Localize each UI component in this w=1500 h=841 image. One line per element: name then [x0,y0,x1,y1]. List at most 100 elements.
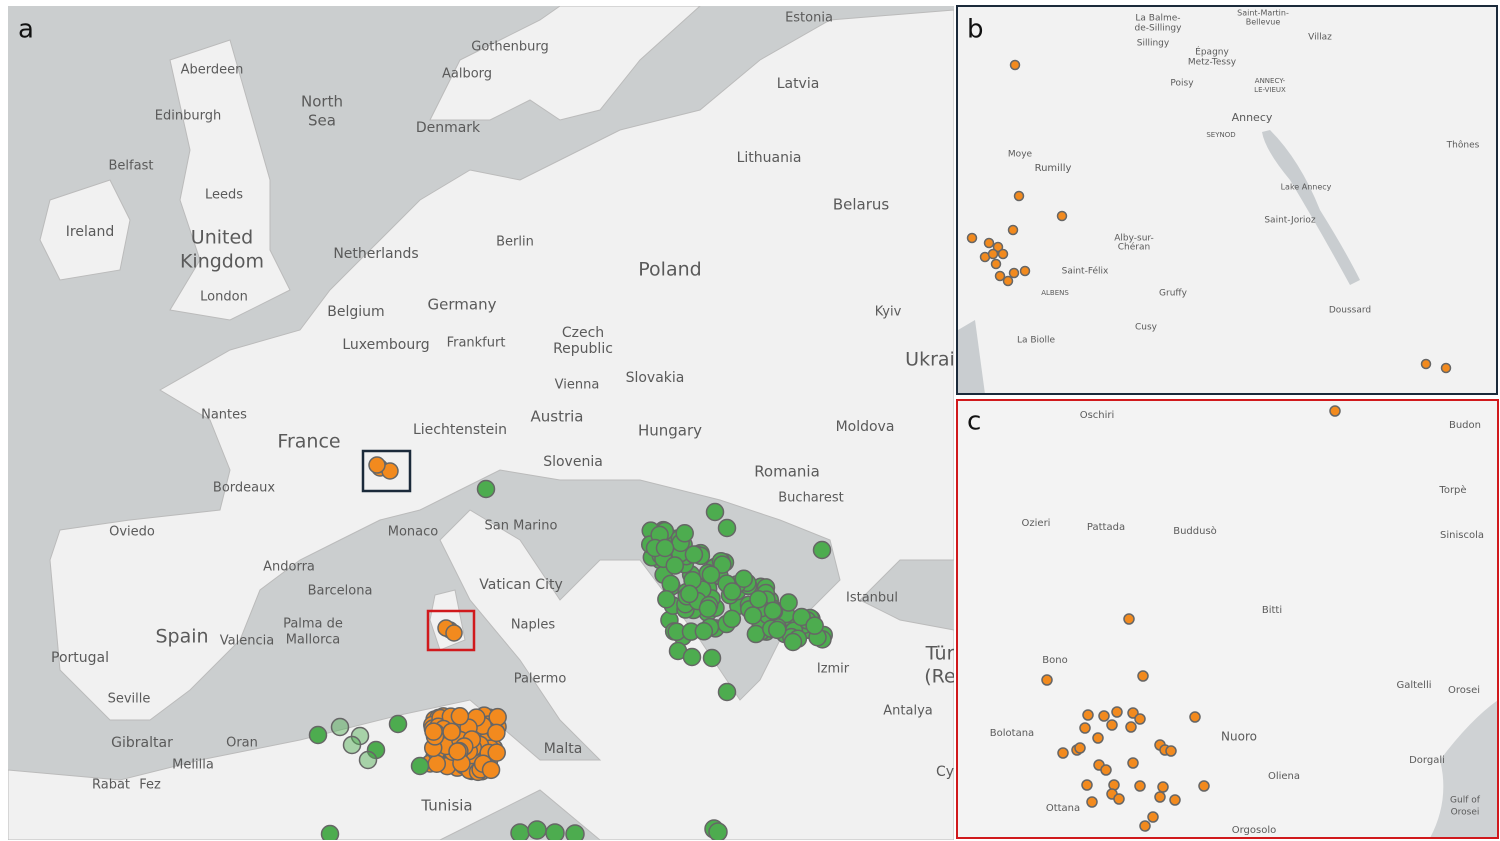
place-label: Saint-Martin- [1237,9,1289,18]
marker [680,584,699,604]
place-label: Rabat [92,778,130,793]
place-label: Gruffy [1159,289,1188,299]
place-label: ALBENS [1041,289,1069,297]
marker [527,820,547,840]
marker [722,609,742,629]
place-label: Germany [428,296,497,314]
marker [1092,732,1104,744]
marker [992,241,1004,253]
place-label: Frankfurt [447,336,506,351]
panel-a: Estonia Gothenburg Aberdeen Aalborg NorthSea… [8,6,955,840]
place-label: Orosei [1451,808,1480,818]
place-label: Estonia [785,11,833,26]
place-label: Republic [553,341,613,357]
marker [717,518,737,538]
marker [682,647,702,667]
place-label: Bordeaux [213,481,275,496]
place-label: Ozieri [1022,518,1051,529]
marker [743,606,763,625]
place-label: Moye [1008,150,1033,160]
place-label: SEYNOD [1206,131,1235,139]
place-label: Gibraltar [111,735,173,751]
marker [1127,757,1139,769]
place-label: Istanbul [846,591,898,606]
place-label: Denmark [416,120,481,136]
marker [997,248,1009,260]
marker [368,456,386,474]
place-label: Siniscola [1440,530,1484,541]
marker [1157,781,1169,793]
place-label: Malta [544,741,583,757]
marker [1098,710,1110,722]
marker [767,620,787,640]
place-label: Seville [108,692,151,707]
place-label: Pattada [1087,522,1125,533]
place-label: Slovakia [626,370,685,386]
place-label: Bolotana [990,728,1034,739]
marker [1056,210,1068,222]
place-label: Sillingy [1137,39,1170,49]
marker [665,556,685,575]
place-label: Naples [511,618,556,633]
place-label: Bono [1042,655,1067,666]
place-label: Galtelli [1396,680,1431,691]
marker [990,258,1002,270]
marker [565,824,585,840]
place-label: United [191,227,253,249]
marker [1134,713,1146,725]
place-label: Cy [936,764,954,780]
land [169,39,291,321]
marker [1057,747,1069,759]
place-label: Monaco [388,525,439,540]
marker [488,707,507,727]
marker [661,574,680,594]
marker [388,714,408,734]
place-label: Izmir [817,662,850,677]
place-label: Ireland [66,224,114,240]
marker [1100,764,1112,776]
place-label: Torpè [1438,484,1466,496]
place-label: Fez [139,778,161,793]
marker [1002,275,1014,287]
place-label: Leeds [205,188,243,203]
land [429,6,701,121]
marker [1147,811,1159,823]
marker [987,248,999,260]
place-label: Tür [925,643,955,665]
marker [330,717,350,737]
sea [1430,700,1498,838]
place-label: Lithuania [737,150,802,166]
place-label: Bucharest [778,491,843,506]
place-label: Alby-sur- [1114,234,1154,244]
lake [958,320,985,394]
marker [1329,405,1341,417]
place-label: Czech [562,325,604,341]
marker [510,823,530,840]
place-label: Poland [638,259,701,281]
place-label: Valencia [220,634,274,649]
marker [655,538,675,558]
marker [308,725,328,745]
place-label: Austria [531,408,584,426]
place-label: Vienna [555,378,600,393]
place-label: Barcelona [308,584,373,599]
place-label: Poisy [1170,79,1194,89]
marker [705,502,725,522]
marker [805,616,824,635]
place-label: Orgosolo [1232,825,1277,836]
marker [1189,711,1201,723]
marker [966,232,978,244]
place-label: Oviedo [109,525,155,540]
place-label: Bellevue [1246,18,1281,27]
place-label: Latvia [777,76,820,92]
place-label: Dorgali [1409,755,1445,766]
marker [1041,674,1053,686]
marker [1086,796,1098,808]
place-label: Netherlands [333,246,418,262]
place-label: Ottana [1046,803,1080,814]
marker [1082,709,1094,721]
place-label: Spain [155,626,208,648]
place-label: La Biolle [1017,336,1056,346]
marker [779,593,798,612]
place-label: North [301,93,343,111]
